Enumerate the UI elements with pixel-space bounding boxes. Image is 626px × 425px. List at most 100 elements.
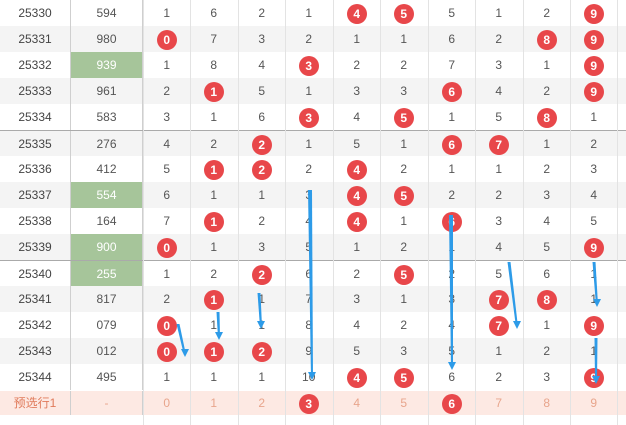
issue-number: 25331: [18, 32, 52, 46]
digit-cell-0: 5: [163, 162, 171, 176]
hit-ball: 2: [251, 134, 272, 155]
issue-number: 25341: [18, 292, 52, 306]
digit-cell-2: 1: [258, 318, 266, 332]
digit-cell-0[interactable]: 0: [163, 396, 171, 410]
hit-ball: 2: [251, 264, 272, 285]
hit-ball: 1: [203, 289, 224, 310]
digit-cell-1: 1: [210, 370, 218, 384]
digit-cell-3: 1: [305, 84, 313, 98]
digit-cell-2: 2: [258, 6, 266, 20]
hit-ball: 8: [536, 29, 557, 50]
digit-cell-8[interactable]: 8: [543, 396, 551, 410]
digit-cell-5: 1: [400, 292, 408, 306]
issue-number: 25343: [18, 344, 52, 358]
table-row: 25334 583 3 1 6 3 4 5 1 5 8 1: [0, 104, 626, 130]
digit-cell-3: 3: [285, 391, 332, 415]
digit-cell-9: 9: [570, 52, 617, 78]
table-row: 25337 554 6 1 1 3 4 5 2 2 3 4: [0, 182, 626, 208]
issue-number: 25333: [18, 84, 52, 98]
digit-cell-4: 2: [353, 267, 361, 281]
draw-number: 255: [70, 261, 143, 287]
digit-cell-1: 1: [210, 188, 218, 202]
digit-cell-5: 1: [400, 32, 408, 46]
digit-cell-3: 4: [305, 214, 313, 228]
digit-cell-0: 1: [163, 370, 171, 384]
hit-ball: 4: [346, 367, 367, 388]
digit-cell-3: 10: [302, 370, 316, 384]
draw-number: 164: [70, 208, 143, 234]
digit-cell-7[interactable]: 7: [495, 396, 503, 410]
hit-ball: 9: [583, 237, 604, 258]
digit-cell-1: 1: [190, 156, 237, 182]
hit-ball: 4: [346, 185, 367, 206]
digit-cell-5: 2: [400, 162, 408, 176]
digit-cell-6: 1: [448, 162, 456, 176]
hit-ball: 7: [488, 315, 509, 336]
digit-cell-1[interactable]: 1: [210, 396, 218, 410]
issue-number: 预选行1: [13, 396, 57, 410]
draw-number: 817: [70, 286, 143, 312]
digit-cell-4: 4: [353, 318, 361, 332]
digit-cell-1: 1: [190, 208, 237, 234]
digit-cell-2: 4: [258, 58, 266, 72]
digit-cell-5[interactable]: 5: [400, 396, 408, 410]
digit-cell-3: 2: [305, 32, 313, 46]
digit-cell-4: 4: [333, 156, 380, 182]
digit-cell-7: 7: [475, 312, 522, 338]
digit-cell-4[interactable]: 4: [353, 396, 361, 410]
digit-cell-1: 7: [210, 32, 218, 46]
digit-cell-7: 4: [495, 240, 503, 254]
digit-cell-9[interactable]: 9: [590, 396, 598, 410]
column-divider: [428, 0, 429, 425]
digit-cell-5: 3: [400, 84, 408, 98]
hit-ball: 1: [203, 81, 224, 102]
predict-ball[interactable]: 6: [441, 393, 462, 414]
table-row: 25331 980 0 7 3 2 1 1 6 2 8 9: [0, 26, 626, 52]
digit-cell-6: 1: [448, 110, 456, 124]
predict-ball[interactable]: 3: [298, 393, 319, 414]
digit-cell-9: 9: [570, 0, 617, 26]
column-divider: [570, 0, 571, 425]
issue-number: 25334: [18, 110, 52, 124]
draw-number: -: [70, 391, 143, 415]
digit-cell-2: 2: [238, 261, 285, 287]
digit-cell-0: 7: [163, 214, 171, 228]
issue-number: 25330: [18, 6, 52, 20]
issue-number: 25339: [18, 240, 52, 254]
digit-cell-6: 2: [448, 267, 456, 281]
digit-cell-7: 5: [495, 267, 503, 281]
digit-cell-2: 2: [258, 214, 266, 228]
draw-number: 412: [70, 156, 143, 182]
digit-cell-2: 6: [258, 110, 266, 124]
digit-cell-3: 8: [305, 318, 313, 332]
digit-cell-8: 2: [543, 84, 551, 98]
digit-cell-9: 5: [590, 214, 598, 228]
digit-cell-9: 9: [570, 26, 617, 52]
hit-ball: 7: [488, 134, 509, 155]
digit-cell-2[interactable]: 2: [258, 396, 266, 410]
digit-cell-0: 2: [163, 292, 171, 306]
hit-ball: 9: [583, 81, 604, 102]
digit-cell-0: 0: [143, 234, 190, 260]
digit-cell-0: 2: [163, 84, 171, 98]
digit-cell-8: 1: [543, 318, 551, 332]
digit-cell-4: 5: [353, 137, 361, 151]
digit-cell-4: 2: [353, 58, 361, 72]
table-row: 25336 412 5 1 2 2 4 2 1 1 2 3: [0, 156, 626, 182]
column-divider: [285, 0, 286, 425]
hit-ball: 2: [251, 341, 272, 362]
digit-cell-7: 1: [495, 344, 503, 358]
digit-cell-7: 1: [495, 162, 503, 176]
digit-cell-1: 8: [210, 58, 218, 72]
draw-number: 900: [70, 234, 143, 260]
digit-cell-8: 8: [523, 26, 570, 52]
digit-cell-3: 3: [285, 104, 332, 130]
digit-cell-2: 2: [238, 156, 285, 182]
digit-cell-7: 2: [495, 370, 503, 384]
digit-cell-4: 3: [353, 292, 361, 306]
digit-cell-0: 6: [163, 188, 171, 202]
hit-ball: 6: [441, 134, 462, 155]
digit-cell-4: 1: [353, 240, 361, 254]
digit-cell-8: 8: [523, 286, 570, 312]
column-divider: [238, 0, 239, 425]
